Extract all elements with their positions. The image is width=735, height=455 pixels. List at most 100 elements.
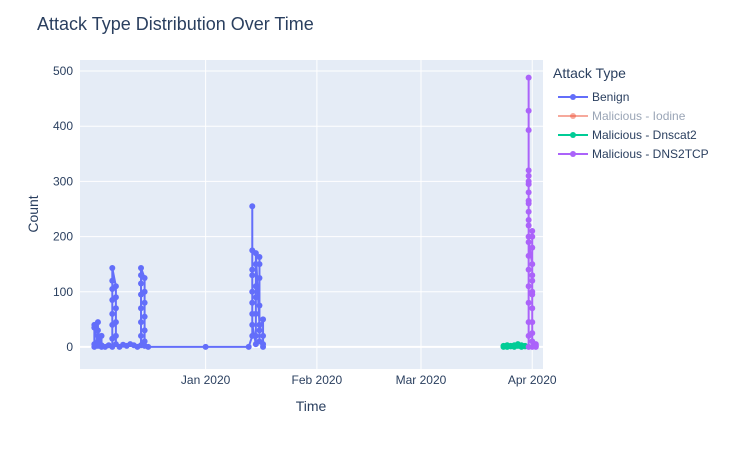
data-point — [525, 178, 532, 185]
data-point — [525, 239, 532, 246]
x-axis-title: Time — [296, 398, 327, 414]
legend-label: Malicious - DNS2TCP — [592, 147, 709, 161]
data-point — [112, 294, 119, 301]
data-point — [529, 228, 536, 235]
data-point — [525, 107, 532, 114]
y-tick-label: 300 — [53, 174, 73, 188]
data-point — [98, 332, 105, 339]
x-tick-label: Feb 2020 — [292, 373, 343, 387]
data-point — [529, 330, 536, 337]
data-point — [141, 288, 148, 295]
legend-marker — [570, 151, 576, 157]
data-point — [252, 250, 259, 257]
chart-title: Attack Type Distribution Over Time — [37, 14, 314, 34]
legend-item[interactable]: Benign — [558, 90, 629, 104]
data-point — [525, 283, 532, 290]
data-point — [260, 316, 267, 323]
data-point — [94, 338, 101, 345]
data-point — [138, 305, 145, 312]
data-point — [112, 283, 119, 290]
data-point — [529, 277, 536, 284]
data-point — [260, 343, 267, 350]
data-point — [249, 321, 256, 328]
data-point — [109, 310, 116, 317]
legend-label: Malicious - Dnscat2 — [592, 128, 697, 142]
data-point — [249, 266, 256, 273]
data-point — [525, 208, 532, 215]
data-point — [252, 332, 259, 339]
data-point — [256, 327, 263, 334]
data-point — [529, 288, 536, 295]
data-point — [525, 299, 532, 306]
x-tick-label: Jan 2020 — [181, 373, 231, 387]
data-point — [94, 319, 101, 326]
data-point — [525, 167, 532, 174]
y-tick-label: 500 — [53, 64, 73, 78]
legend-marker — [570, 113, 576, 119]
data-point — [249, 203, 256, 210]
series-malicious-dns2tcp — [525, 74, 539, 350]
legend: Attack Type Benign Malicious - Iodine Mali… — [553, 65, 709, 161]
data-point — [249, 299, 256, 306]
y-tick-label: 400 — [53, 119, 73, 133]
data-point — [252, 310, 259, 317]
legend-item[interactable]: Malicious - Dnscat2 — [558, 128, 697, 142]
data-point — [525, 189, 532, 196]
data-point — [525, 252, 532, 259]
data-point — [525, 200, 532, 207]
data-point — [138, 332, 145, 339]
data-point — [109, 265, 116, 272]
plot-area[interactable]: 0 100 200 300 400 500 Jan 2020 Feb 2020 Mar 2020… — [53, 60, 557, 387]
y-axis-title: Count — [25, 195, 41, 232]
data-point — [202, 343, 209, 350]
y-tick-label: 200 — [53, 230, 73, 244]
data-point — [525, 222, 532, 229]
data-point — [529, 233, 536, 240]
legend-item[interactable]: Malicious - DNS2TCP — [558, 147, 709, 161]
data-point — [256, 321, 263, 328]
data-point — [112, 332, 119, 339]
legend-label: Benign — [592, 90, 629, 104]
legend-marker — [570, 132, 576, 138]
y-tick-label: 0 — [66, 340, 73, 354]
plot-background — [80, 60, 543, 369]
data-point — [529, 272, 536, 279]
data-point — [141, 313, 148, 320]
data-point — [256, 261, 263, 268]
data-point — [112, 305, 119, 312]
data-point — [245, 343, 252, 350]
data-point — [249, 288, 256, 295]
data-point — [141, 274, 148, 281]
x-tick-label: Apr 2020 — [508, 373, 557, 387]
data-point — [256, 274, 263, 281]
data-point — [252, 283, 259, 290]
data-point — [525, 217, 532, 224]
legend-item[interactable]: Malicious - Iodine — [558, 109, 686, 123]
legend-label: Malicious - Iodine — [592, 109, 686, 123]
y-tick-label: 100 — [53, 285, 73, 299]
data-point — [525, 74, 532, 81]
data-point — [252, 294, 259, 301]
data-point — [141, 338, 148, 345]
data-point — [138, 280, 145, 287]
data-point — [249, 272, 256, 279]
data-point — [256, 302, 263, 309]
data-point — [529, 244, 536, 251]
series-benign — [91, 203, 267, 350]
data-point — [138, 319, 145, 326]
data-point — [141, 327, 148, 334]
data-point — [529, 305, 536, 312]
data-point — [145, 343, 152, 350]
data-point — [529, 261, 536, 268]
data-point — [525, 127, 532, 134]
data-point — [94, 327, 101, 334]
data-point — [138, 265, 145, 272]
data-point — [525, 172, 532, 179]
data-point — [256, 253, 263, 260]
legend-title: Attack Type — [553, 65, 626, 81]
data-point — [532, 343, 539, 350]
data-point — [525, 266, 532, 273]
legend-marker — [570, 94, 576, 100]
